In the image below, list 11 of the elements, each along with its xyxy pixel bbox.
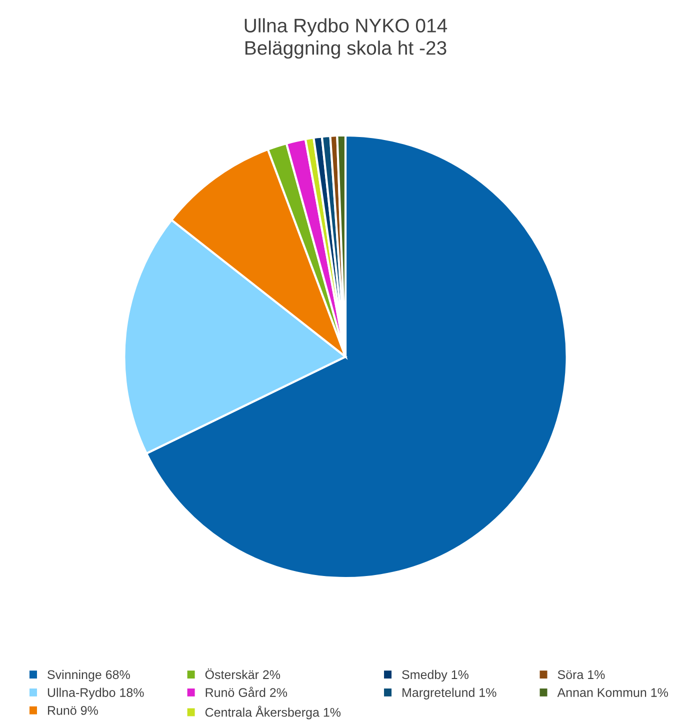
chart-title: Ullna Rydbo NYKO 014 Beläggning skola ht -23 [244,18,448,59]
legend-label: Annan Kommun 1% [557,688,668,697]
legend-label: Centrala Åkersberga 1% [205,706,341,720]
legend-label: Ullna-Rydbo 18% [48,688,144,700]
legend-label: Margretelund 1% [402,688,496,700]
legend-label: Österskär 2% [205,668,280,680]
legend-label: Söra 1% [558,670,605,680]
legend-label: Runö 9% [48,706,98,715]
legend-label: Runö Gård 2% [206,686,288,697]
legend-label: Smedby 1% [402,670,468,682]
legend-label: Svinninge 68% [48,670,130,682]
